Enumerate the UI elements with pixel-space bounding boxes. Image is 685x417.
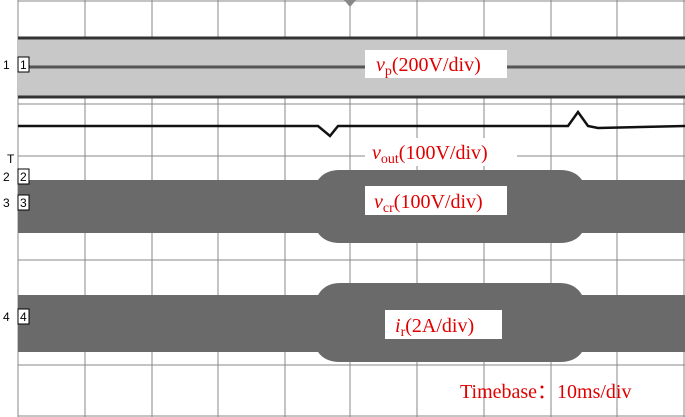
scale: (200V/div) [392,54,481,76]
subscript: cr [383,201,394,216]
subscript: r [401,325,406,340]
channel-label: 1 [20,58,27,72]
channel-label: 3 [20,196,27,210]
channel-label: 4 [20,310,27,324]
trace-label: vcr(100V/div) [374,191,483,216]
scale: (2A/div) [405,315,474,337]
channel-label: 2 [20,170,27,184]
channel-3-marker: 3 3 [3,194,30,211]
vout-trace [18,109,685,138]
trace-label: vout(100V/div) [372,142,488,167]
subscript: p [385,64,392,79]
symbol: v [376,54,385,76]
subscript: out [381,152,399,167]
symbol: v [372,142,381,164]
channel-number: 3 [3,196,10,210]
channel-number: 2 [3,170,10,184]
symbol: v [374,191,383,213]
label-box [365,186,507,215]
scale: (100V/div) [394,191,483,213]
channel-box [17,56,30,73]
trace-label: ir(2A/div) [395,315,474,340]
vcr-band [18,170,685,243]
trigger-position [344,0,356,7]
channel-number: 4 [3,310,10,324]
channel-1-marker: 1 1 [3,56,30,73]
channel-2-marker: 2 2 [3,168,30,185]
trigger-marker: T [7,152,15,166]
timebase: Timebase：10ms/div [460,381,632,403]
label-box [365,138,517,166]
channel-box [17,194,30,211]
trace-label: vp(200V/div) [376,54,481,79]
channel-box [17,168,30,185]
channel-number: 1 [3,58,10,72]
label-box [385,310,502,339]
channel-box [17,308,30,325]
symbol: i [395,315,401,337]
label-box [365,50,507,78]
channel-4-marker: 4 4 [3,308,30,325]
ir-band [18,283,685,362]
scale: (100V/div) [399,142,488,164]
